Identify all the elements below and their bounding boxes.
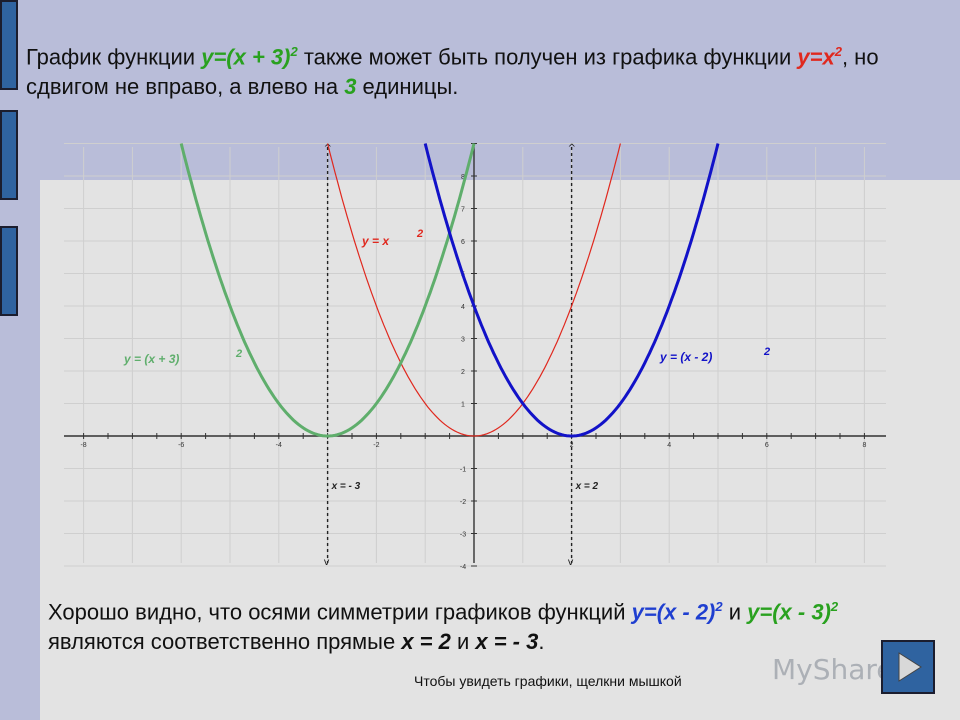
axes [64,143,886,567]
curve-label-exponent: 2 [416,228,423,240]
y-tick-label: 6 [461,239,465,246]
click-hint: Чтобы увидеть графики, щелкни мышкой [414,673,682,689]
arrow-down-icon: v [568,557,574,568]
symmetry-line-label: x = 2 [575,481,599,492]
x-tick-label: -4 [276,442,282,449]
curve-label: y = (x + 3) [123,352,179,366]
grid-lines [64,143,886,567]
x-tick-label: -2 [373,442,379,449]
curve-label-exponent: 2 [763,346,770,358]
y-tick-label: -3 [460,532,466,539]
y-tick-label: 7 [461,207,465,214]
x-tick-label: 6 [765,442,769,449]
y-tick-label: -2 [460,499,466,506]
y-tick-label: 3 [461,337,465,344]
y-tick-label: 2 [461,369,465,376]
curves [179,143,720,438]
next-slide-button[interactable] [881,640,935,694]
x-tick-label: 8 [862,442,866,449]
symmetry-lines: ^ v x = - 3 ^ v x = 2 [324,143,599,568]
x-tick-label: 2 [570,442,574,449]
title-formula-base: y=x [797,44,835,70]
curve-labels: y = x 2 y = (x + 3) 2 y = (x - 2) 2 [123,228,770,366]
x-tick-label: -6 [178,442,184,449]
symmetry-line-label: x = - 3 [331,481,361,492]
curve-label: y = (x - 2) [659,350,712,364]
arrow-up-icon: ^ [568,143,576,154]
y-tick-label: -1 [460,467,466,474]
curve-label: y = x [361,234,390,248]
slide-title: График функции y=(x + 3)2 также может бы… [26,44,879,100]
y-tick-label: 1 [461,402,465,409]
side-tab-1[interactable] [0,0,18,90]
title-formula-shifted: y=(x + 3) [201,44,291,70]
curve--3 [179,143,476,438]
side-tab-3[interactable] [0,226,18,316]
y-tick-label: 8 [461,174,465,181]
play-arrow-icon [898,652,922,682]
curve-2 [423,143,720,438]
content-panel [40,180,960,720]
header-band [0,0,960,180]
side-tab-2[interactable] [0,110,18,200]
x-tick-label: 4 [667,442,671,449]
conclusion-text: Хорошо видно, что осями симметрии график… [48,599,839,655]
arrow-up-icon: ^ [324,143,332,154]
y-tick-label: -4 [460,564,466,571]
x-tick-label: -8 [80,442,86,449]
arrow-down-icon: v [324,557,330,568]
curve-label-exponent: 2 [235,348,242,360]
curve-0 [327,143,621,437]
y-tick-label: 4 [461,304,465,311]
